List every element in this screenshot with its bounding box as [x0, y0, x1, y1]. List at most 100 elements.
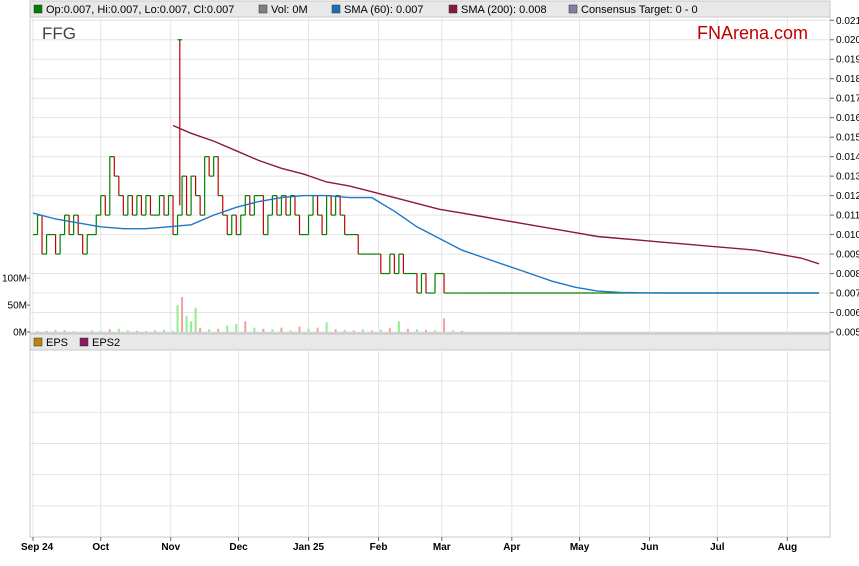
price-tick-label: 0.006 [836, 308, 859, 319]
volume-bar [81, 331, 84, 332]
ticker-symbol: FFG [42, 24, 76, 43]
time-tick-label: Jan 25 [293, 542, 325, 553]
volume-bar [153, 330, 156, 332]
sma200-series [172, 124, 820, 265]
volume-bar [325, 322, 328, 332]
volume-bar [176, 305, 179, 332]
sma60-series [32, 194, 819, 294]
volume-bar [244, 321, 247, 332]
sma200-line [172, 124, 820, 265]
price-tick-label: 0.008 [836, 269, 859, 280]
volume-bar [208, 329, 211, 332]
price-tick-label: 0.010 [836, 230, 859, 241]
time-axis: Sep 24 Oct Nov Dec Jan 25 Feb Mar Apr May Jun Jul A… [21, 537, 797, 553]
volume-bar [307, 328, 310, 332]
volume-bar [253, 327, 256, 332]
legend-label: EPS2 [92, 337, 120, 349]
volume-bar [144, 330, 147, 332]
legend-label: Op:0.007, Hi:0.007, Lo:0.007, Cl:0.007 [46, 4, 234, 16]
volume-bar [72, 330, 75, 332]
volume-bar [194, 307, 197, 332]
legend-label: Vol: 0M [271, 4, 308, 16]
volume-bar [289, 330, 292, 332]
volume-bar [185, 315, 188, 332]
time-tick-label: Jun [641, 542, 659, 553]
volume-bar [316, 327, 319, 332]
price-tick-label: 0.005 [836, 328, 859, 339]
volume-bar [235, 323, 238, 332]
volume-bar [226, 325, 229, 332]
time-tick-label: Feb [370, 542, 388, 553]
volume-bar [452, 330, 455, 332]
lower-legend-bar [29, 333, 831, 351]
time-tick-label: Mar [433, 542, 451, 553]
price-tick-label: 0.007 [836, 289, 859, 300]
volume-bar [172, 330, 175, 332]
legend-swatch [33, 4, 43, 14]
volume-bar [45, 330, 48, 332]
legend-swatch [79, 337, 89, 347]
time-tick-label: Apr [503, 542, 520, 553]
legend: Op:0.007, Hi:0.007, Lo:0.007, Cl:0.007 Vo… [33, 4, 698, 16]
legend-label: EPS [46, 337, 68, 349]
volume-bar [190, 321, 193, 332]
volume-bar [388, 328, 391, 332]
price-panel [29, 16, 831, 334]
legend-swatch [448, 4, 458, 14]
legend-label: SMA (60): 0.007 [344, 4, 424, 16]
volume-bar [352, 330, 355, 332]
legend-swatch [258, 4, 268, 14]
brand-logo: FNArena.com [697, 23, 808, 43]
price-tick-label: 0.020 [836, 35, 859, 46]
time-tick-label: Aug [778, 542, 797, 553]
volume-bars [36, 297, 464, 332]
volume-bar [334, 329, 337, 332]
volume-bar [90, 330, 93, 332]
volume-bar [370, 330, 373, 332]
legend-swatch [568, 4, 578, 14]
price-tick-label: 0.014 [836, 152, 859, 163]
volume-bar [181, 297, 184, 332]
volume-bar [298, 326, 301, 332]
volume-bar [162, 329, 165, 332]
legend-swatch [33, 337, 43, 347]
volume-bar [126, 330, 129, 332]
price-tick-label: 0.009 [836, 250, 859, 261]
volume-bar [108, 329, 111, 332]
eps-grid [30, 350, 830, 537]
time-tick-label: Sep 24 [21, 542, 54, 553]
time-tick-label: Oct [92, 542, 109, 553]
volume-tick-label: 0M [13, 328, 27, 339]
volume-bar [117, 328, 120, 332]
volume-bar [135, 330, 138, 332]
volume-bar [217, 328, 220, 332]
time-tick-label: Nov [161, 542, 180, 553]
volume-bar [36, 330, 39, 332]
price-grid [30, 17, 830, 333]
price-tick-label: 0.011 [836, 211, 859, 222]
legend-label: Consensus Target: 0 - 0 [581, 4, 698, 16]
volume-bar [443, 318, 446, 332]
price-tick-label: 0.018 [836, 74, 859, 85]
volume-bar [397, 321, 400, 332]
price-tick-label: 0.016 [836, 113, 859, 124]
volume-bar [424, 329, 427, 332]
legend-swatch [331, 4, 341, 14]
sma60-line [32, 194, 819, 294]
volume-bar [54, 329, 57, 332]
volume-bar [63, 330, 66, 332]
lower-legend: EPS EPS2 [33, 337, 120, 349]
volume-tick-label: 50M [8, 301, 27, 312]
volume-bar [199, 327, 202, 332]
volume-bar [434, 330, 437, 332]
price-series [33, 39, 819, 294]
volume-bar [262, 328, 265, 332]
price-tick-label: 0.015 [836, 133, 859, 144]
volume-bar [415, 329, 418, 332]
volume-bar [406, 328, 409, 332]
time-tick-label: Dec [229, 542, 248, 553]
volume-bar [461, 330, 464, 332]
price-tick-label: 0.017 [836, 94, 859, 105]
